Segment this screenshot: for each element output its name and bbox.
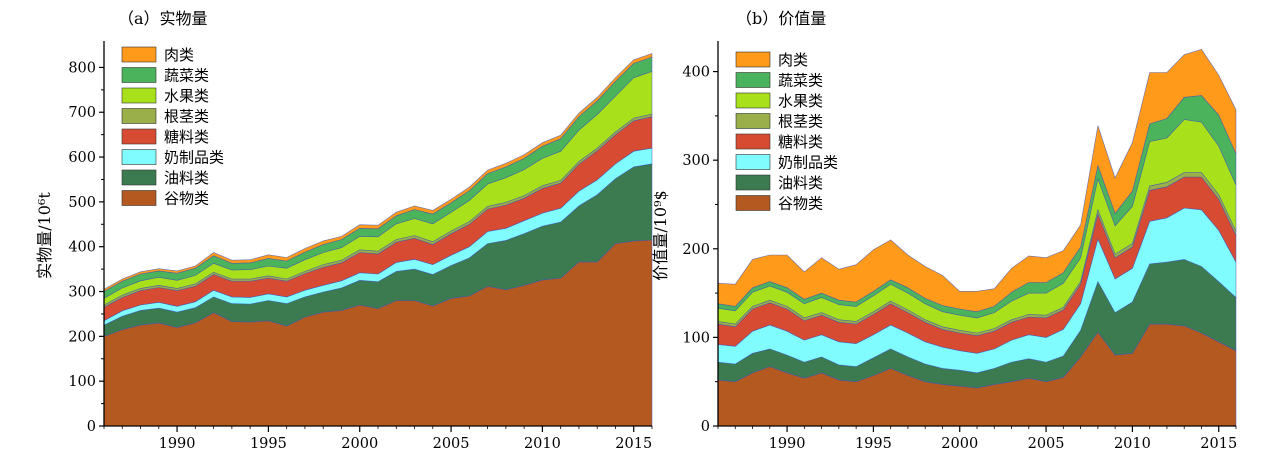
y-tick-label: 400 <box>68 240 96 256</box>
areas-group <box>717 49 1237 427</box>
x-tick-label: 2005 <box>1028 436 1065 452</box>
legend-swatch <box>121 169 157 186</box>
chart-panel-b: 0 100 200 300 400 1990 1995 2000 2005 2010 2015 （b）… <box>651 9 1237 452</box>
x-tick-label: 2010 <box>524 436 561 452</box>
panel-title: （a）实物量 <box>118 9 208 28</box>
x-tick-label: 2005 <box>433 436 470 452</box>
legend-label: 肉类 <box>778 51 808 69</box>
y-tick-label: 300 <box>68 285 96 301</box>
legend-swatch <box>735 133 771 150</box>
legend-label: 蔬菜类 <box>164 67 209 85</box>
legend-swatch <box>735 92 771 109</box>
legend-label: 糖料类 <box>778 133 823 151</box>
legend-swatch <box>735 195 771 211</box>
y-tick-label: 200 <box>682 242 710 258</box>
legend-label: 肉类 <box>164 46 194 64</box>
legend-swatch <box>121 87 157 104</box>
legend-swatch <box>121 108 157 124</box>
legend-swatch <box>735 51 771 68</box>
y-tick-label: 0 <box>701 419 710 435</box>
legend-swatch <box>121 67 157 83</box>
x-tick-label: 1995 <box>855 436 892 452</box>
legend-swatch <box>735 113 771 129</box>
x-tick-label: 2015 <box>615 436 652 452</box>
x-tick-label: 2000 <box>341 436 378 452</box>
y-tick-label: 100 <box>682 330 710 346</box>
y-tick-label: 100 <box>68 374 96 390</box>
legend-label: 油料类 <box>778 174 823 192</box>
legend-swatch <box>121 190 157 206</box>
areas-group <box>103 53 653 427</box>
area-series-肉类 <box>103 53 653 293</box>
x-tick-label: 2000 <box>941 436 978 452</box>
y-axis-label: 价值量/10⁹$ <box>651 190 670 280</box>
y-tick-label: 400 <box>682 65 710 81</box>
legend-swatch <box>735 154 771 170</box>
y-tick-label: 700 <box>68 105 96 121</box>
legend-label: 谷物类 <box>164 190 209 208</box>
legend-label: 根茎类 <box>778 113 823 131</box>
legend-label: 蔬菜类 <box>778 72 823 90</box>
y-tick-label: 500 <box>68 195 96 211</box>
legend-swatch <box>121 149 157 165</box>
y-tick-label: 300 <box>682 153 710 169</box>
legend-label: 谷物类 <box>778 195 823 213</box>
x-tick-label: 2015 <box>1200 436 1237 452</box>
area-series-肉类 <box>717 49 1237 313</box>
legend-label: 油料类 <box>164 169 209 187</box>
legend-label: 奶制品类 <box>164 149 224 167</box>
panel-title: （b）价值量 <box>736 9 826 28</box>
y-tick-label: 800 <box>68 60 96 76</box>
y-axis-label: 实物量/10⁶t <box>35 192 54 279</box>
legend-swatch <box>121 128 157 145</box>
x-tick-label: 1990 <box>159 436 196 452</box>
legend-swatch <box>735 174 771 191</box>
legend-label: 水果类 <box>778 92 823 110</box>
chart-panel-a: 0 100 200 300 400 500 600 700 800 1990 1995 2000 200… <box>35 9 653 452</box>
y-tick-label: 600 <box>68 150 96 166</box>
y-tick-label: 0 <box>87 419 96 435</box>
x-tick-label: 1995 <box>250 436 287 452</box>
x-tick-label: 1990 <box>769 436 806 452</box>
legend-swatch <box>735 72 771 88</box>
legend-swatch <box>121 46 157 63</box>
x-tick-label: 2010 <box>1114 436 1151 452</box>
legend-label: 水果类 <box>164 87 209 105</box>
legend-label: 根茎类 <box>164 108 209 126</box>
y-tick-label: 200 <box>68 329 96 345</box>
legend-label: 奶制品类 <box>778 154 838 172</box>
legend-label: 糖料类 <box>164 128 209 146</box>
